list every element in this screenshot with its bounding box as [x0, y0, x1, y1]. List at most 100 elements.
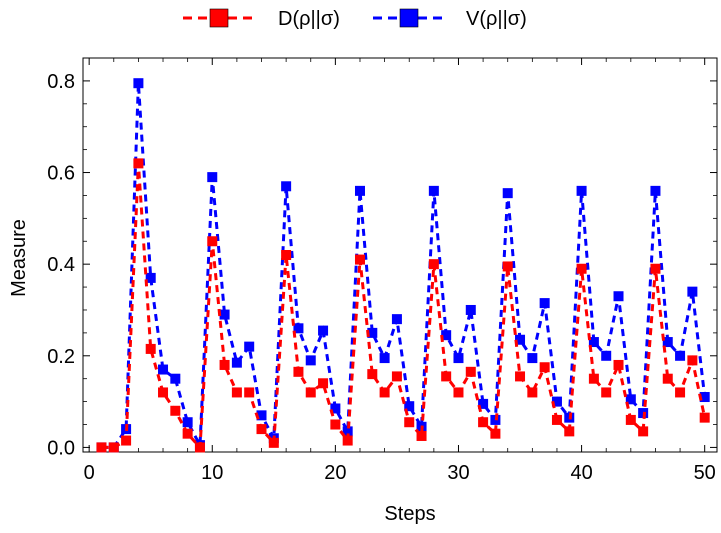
- data-point-series-0: [96, 442, 107, 453]
- data-point-series-1: [687, 286, 698, 297]
- data-point-series-1: [170, 373, 181, 384]
- x-axis-title: Steps: [384, 503, 435, 525]
- data-point-series-0: [145, 343, 156, 354]
- legend-marker-series-0: [209, 8, 229, 28]
- data-point-series-0: [391, 371, 402, 382]
- data-point-series-0: [121, 435, 132, 446]
- data-point-series-0: [588, 373, 599, 384]
- data-point-series-0: [231, 387, 242, 398]
- data-point-series-1: [527, 353, 538, 364]
- data-point-series-0: [465, 366, 476, 377]
- data-point-series-1: [305, 355, 316, 366]
- data-point-series-1: [625, 394, 636, 405]
- data-point-series-1: [182, 417, 193, 428]
- data-point-series-0: [662, 373, 673, 384]
- data-point-series-0: [219, 359, 230, 370]
- data-point-series-1: [539, 298, 550, 309]
- data-point-series-1: [133, 78, 144, 89]
- data-point-series-1: [551, 396, 562, 407]
- data-point-series-1: [256, 410, 267, 421]
- data-point-series-0: [576, 263, 587, 274]
- data-point-series-1: [428, 185, 439, 196]
- data-point-series-1: [675, 350, 686, 361]
- y-tick-label: 0.0: [47, 437, 75, 459]
- data-point-series-1: [281, 181, 292, 192]
- x-tick-label: 10: [201, 462, 223, 484]
- data-point-series-1: [404, 401, 415, 412]
- series-line-0: [101, 163, 707, 452]
- data-point-series-0: [638, 426, 649, 437]
- data-point-series-0: [687, 355, 698, 366]
- data-point-series-0: [182, 428, 193, 439]
- data-point-series-1: [576, 185, 587, 196]
- data-point-series-0: [404, 417, 415, 428]
- data-point-series-0: [564, 426, 575, 437]
- data-point-series-0: [601, 387, 612, 398]
- data-point-series-0: [194, 442, 205, 453]
- y-axis-title: Measure: [8, 219, 30, 297]
- data-point-series-0: [108, 442, 119, 453]
- data-point-series-0: [207, 236, 218, 247]
- data-point-series-1: [379, 353, 390, 364]
- data-point-series-0: [551, 414, 562, 425]
- data-point-series-0: [453, 387, 464, 398]
- data-point-series-0: [330, 419, 341, 430]
- x-tick-label: 50: [694, 462, 716, 484]
- data-point-series-0: [133, 158, 144, 169]
- data-point-series-0: [379, 387, 390, 398]
- data-point-series-0: [428, 259, 439, 270]
- legend-item-series-0: D(ρ||σ): [183, 8, 340, 30]
- y-tick-label: 0.4: [47, 254, 75, 276]
- series-0: [96, 158, 710, 453]
- data-point-series-1: [391, 314, 402, 325]
- y-tick-label: 0.8: [47, 71, 75, 93]
- data-point-series-0: [625, 414, 636, 425]
- x-tick-label: 30: [447, 462, 469, 484]
- data-point-series-0: [305, 387, 316, 398]
- data-point-series-0: [502, 261, 513, 272]
- data-point-series-0: [342, 435, 353, 446]
- data-point-series-0: [256, 424, 267, 435]
- data-point-series-0: [268, 437, 279, 448]
- data-point-series-0: [613, 359, 624, 370]
- data-point-series-1: [662, 337, 673, 348]
- data-point-series-1: [478, 398, 489, 409]
- legend-label-series-1: V(ρ||σ): [466, 8, 527, 30]
- data-point-series-1: [330, 403, 341, 414]
- data-point-series-0: [441, 371, 452, 382]
- data-point-series-1: [441, 330, 452, 341]
- y-tick-label: 0.6: [47, 163, 75, 185]
- legend-item-series-1: V(ρ||σ): [373, 8, 527, 30]
- y-tick-label: 0.2: [47, 346, 75, 368]
- data-point-series-1: [354, 185, 365, 196]
- x-axis: 0 10 20 30 40 50: [84, 58, 716, 484]
- data-point-series-1: [650, 185, 661, 196]
- data-point-series-1: [158, 364, 169, 375]
- data-point-series-1: [367, 327, 378, 338]
- data-point-series-0: [170, 405, 181, 416]
- data-point-series-1: [318, 325, 329, 336]
- x-tick-label: 20: [324, 462, 346, 484]
- data-point-series-0: [367, 369, 378, 380]
- data-point-series-0: [354, 254, 365, 265]
- data-point-series-0: [416, 430, 427, 441]
- data-point-series-1: [219, 309, 230, 320]
- data-point-series-0: [244, 387, 255, 398]
- x-tick-label: 0: [84, 462, 95, 484]
- data-point-series-0: [515, 371, 526, 382]
- data-point-series-1: [465, 304, 476, 315]
- data-point-series-1: [601, 350, 612, 361]
- plot-frame: [82, 57, 718, 453]
- data-point-series-1: [231, 357, 242, 368]
- data-point-series-1: [244, 341, 255, 352]
- data-point-series-0: [293, 366, 304, 377]
- y-axis: 0.0 0.2 0.4 0.6 0.8: [47, 71, 717, 459]
- data-point-series-0: [539, 362, 550, 373]
- data-point-series-0: [650, 263, 661, 274]
- legend-marker-series-1: [399, 8, 419, 28]
- data-point-series-1: [145, 272, 156, 283]
- data-point-series-0: [527, 387, 538, 398]
- x-tick-label: 40: [570, 462, 592, 484]
- data-point-series-1: [613, 291, 624, 302]
